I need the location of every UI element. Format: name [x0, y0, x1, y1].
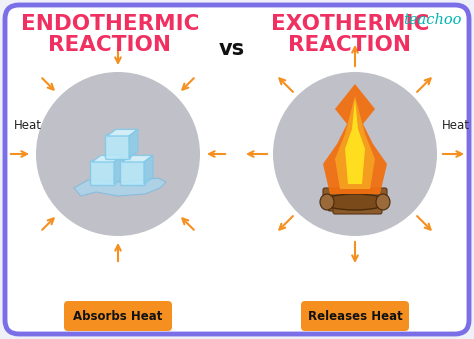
- Text: Absorbs Heat: Absorbs Heat: [73, 310, 163, 322]
- FancyBboxPatch shape: [64, 301, 172, 331]
- Polygon shape: [144, 155, 153, 184]
- Ellipse shape: [322, 194, 388, 210]
- Circle shape: [36, 72, 200, 236]
- Polygon shape: [92, 155, 123, 162]
- Ellipse shape: [320, 194, 334, 210]
- FancyBboxPatch shape: [333, 199, 382, 214]
- FancyBboxPatch shape: [91, 160, 116, 185]
- Polygon shape: [122, 155, 153, 162]
- Polygon shape: [114, 155, 123, 184]
- FancyBboxPatch shape: [120, 160, 146, 185]
- FancyBboxPatch shape: [301, 301, 409, 331]
- Text: teachoo: teachoo: [404, 13, 462, 27]
- FancyBboxPatch shape: [5, 5, 469, 334]
- FancyBboxPatch shape: [323, 188, 387, 204]
- Polygon shape: [345, 99, 365, 184]
- Text: Heat: Heat: [14, 119, 42, 132]
- Text: Heat: Heat: [442, 119, 470, 132]
- Polygon shape: [323, 84, 387, 194]
- Polygon shape: [335, 96, 375, 189]
- Text: ENDOTHERMIC
REACTION: ENDOTHERMIC REACTION: [21, 14, 199, 55]
- Polygon shape: [107, 129, 138, 136]
- Polygon shape: [129, 129, 138, 158]
- Circle shape: [273, 72, 437, 236]
- Text: Releases Heat: Releases Heat: [308, 310, 402, 322]
- Text: vs: vs: [219, 39, 245, 59]
- Text: EXOTHERMIC
REACTION: EXOTHERMIC REACTION: [271, 14, 429, 55]
- FancyBboxPatch shape: [328, 196, 382, 211]
- Polygon shape: [74, 178, 166, 196]
- FancyBboxPatch shape: [106, 135, 130, 160]
- Ellipse shape: [376, 194, 390, 210]
